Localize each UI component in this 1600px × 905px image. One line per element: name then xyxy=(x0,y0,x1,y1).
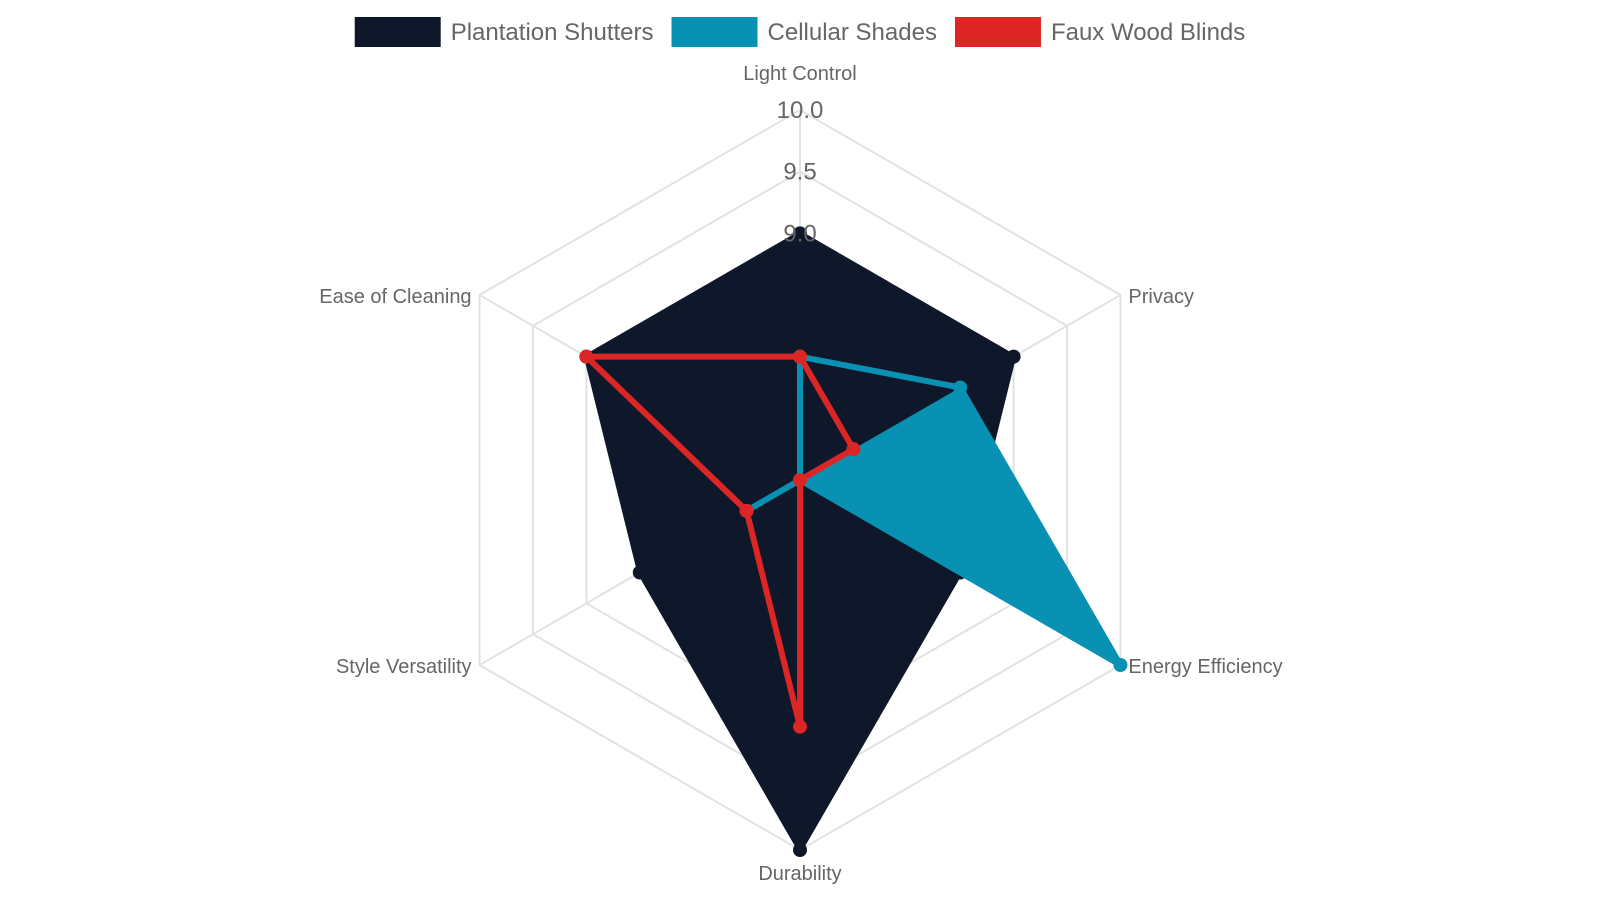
tick-labels: 9.0 9.5 10.0 xyxy=(777,97,824,247)
axis-label-light-control: Light Control xyxy=(743,63,856,85)
legend-item-cellular-shades[interactable]: Cellular Shades xyxy=(671,17,937,47)
legend-swatch xyxy=(671,17,758,47)
legend-label: Faux Wood Blinds xyxy=(1051,19,1245,46)
data-point-privacy[interactable] xyxy=(846,442,861,457)
series-faux-wood-blinds xyxy=(579,349,861,734)
data-point-privacy[interactable] xyxy=(953,380,968,395)
axis-label-style-versatility: Style Versatility xyxy=(336,656,472,678)
legend-item-faux-wood-blinds[interactable]: Faux Wood Blinds xyxy=(954,17,1245,47)
data-point-energy-efficiency[interactable] xyxy=(1113,658,1128,672)
data-point-ease-of-cleaning[interactable] xyxy=(579,349,594,364)
tick-label: 10.0 xyxy=(777,97,824,124)
series-layer xyxy=(579,226,1128,857)
legend-label: Plantation Shutters xyxy=(451,19,654,46)
tick-label: 9.0 xyxy=(783,220,816,247)
data-point-light-control[interactable] xyxy=(793,226,807,241)
legend-label: Cellular Shades xyxy=(768,19,937,46)
legend-swatch xyxy=(354,17,441,47)
data-point-style-versatility[interactable] xyxy=(632,565,647,580)
legend-item-plantation-shutters[interactable]: Plantation Shutters xyxy=(354,17,654,47)
axis-label-ease-of-cleaning: Ease of Cleaning xyxy=(319,286,471,308)
axis-label-energy-efficiency: Energy Efficiency xyxy=(1128,656,1282,678)
axis-labels: Light Control Privacy Energy Efficiency Dur… xyxy=(319,63,1282,885)
tick-label: 9.5 xyxy=(783,159,816,186)
axis-label-privacy: Privacy xyxy=(1128,286,1194,308)
legend-swatch xyxy=(954,17,1041,47)
data-point-durability[interactable] xyxy=(793,719,807,734)
data-point-light-control[interactable] xyxy=(793,349,807,364)
data-point-privacy[interactable] xyxy=(1006,349,1021,364)
data-point-energy-efficiency[interactable] xyxy=(793,473,807,487)
data-point-durability[interactable] xyxy=(793,843,807,857)
axis-label-durability: Durability xyxy=(758,863,841,885)
series-area-partial xyxy=(800,387,1121,665)
data-point-style-versatility[interactable] xyxy=(739,503,754,518)
legend: Plantation Shutters Cellular Shades Faux W… xyxy=(354,17,1245,47)
